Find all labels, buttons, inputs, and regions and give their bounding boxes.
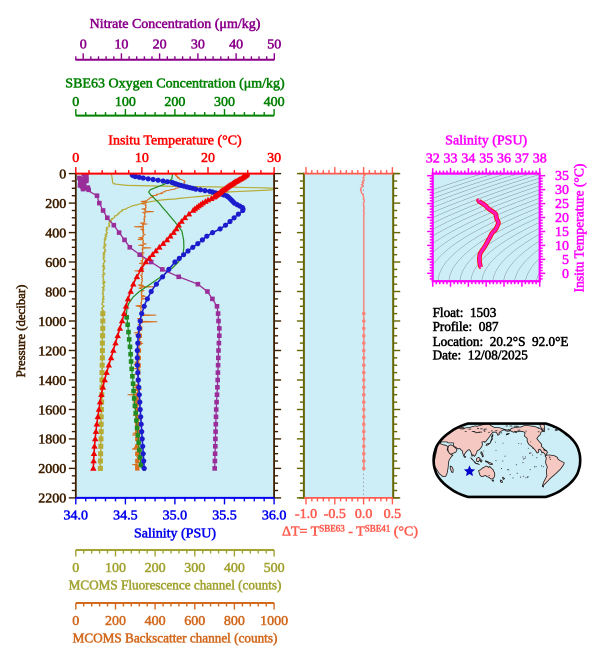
svg-text:0.5: 0.5 [384,507,402,522]
svg-text:MCOMS Fluorescence channel (co: MCOMS Fluorescence channel (counts) [69,578,282,593]
svg-text:1200: 1200 [38,344,66,359]
svg-text:Insitu Temperature (°C): Insitu Temperature (°C) [572,164,587,293]
svg-text:Nitrate Concentration (μm/kg): Nitrate Concentration (μm/kg) [90,17,261,32]
svg-text:37: 37 [515,152,529,167]
svg-text:300: 300 [214,95,235,110]
svg-text:33: 33 [444,152,458,167]
svg-text:400: 400 [145,614,166,629]
svg-text:36: 36 [497,152,511,167]
svg-text:5: 5 [562,253,569,268]
svg-text:100: 100 [115,95,136,110]
svg-text:2000: 2000 [38,462,66,477]
svg-text:1000: 1000 [38,315,66,330]
svg-text:34.0: 34.0 [64,509,89,524]
svg-text:100: 100 [105,561,126,576]
svg-text:-1.0: -1.0 [295,507,317,522]
svg-text:0.0: 0.0 [355,507,373,522]
svg-text:Float: 1503: Float: 1503 [433,305,497,320]
svg-text:Salinity (PSU): Salinity (PSU) [445,134,527,149]
svg-text:-0.5: -0.5 [324,507,346,522]
svg-text:800: 800 [224,614,245,629]
svg-text:34: 34 [461,152,475,167]
svg-text:500: 500 [264,561,285,576]
svg-text:1400: 1400 [38,374,66,389]
svg-text:10: 10 [114,37,128,52]
svg-text:1000: 1000 [260,614,288,629]
svg-text:0: 0 [72,95,79,110]
svg-text:400: 400 [224,561,245,576]
svg-text:0: 0 [72,561,79,576]
svg-text:10: 10 [135,151,149,166]
svg-text:800: 800 [45,285,66,300]
svg-text:Salinity (PSU): Salinity (PSU) [134,527,216,542]
svg-text:200: 200 [105,614,126,629]
svg-text:200: 200 [145,561,166,576]
svg-text:0: 0 [59,167,66,182]
svg-text:Profile: 087: Profile: 087 [433,319,499,334]
svg-text:25: 25 [555,197,569,212]
svg-text:Date: 12/08/2025: Date: 12/08/2025 [433,347,529,362]
svg-text:200: 200 [164,95,185,110]
svg-text:1800: 1800 [38,433,66,448]
svg-text:0: 0 [72,151,79,166]
svg-text:2200: 2200 [38,492,66,507]
svg-text:15: 15 [555,225,569,240]
svg-text:10: 10 [555,239,569,254]
svg-text:36.0: 36.0 [262,509,287,524]
svg-text:32: 32 [426,152,440,167]
svg-text:20: 20 [153,37,167,52]
svg-text:35: 35 [555,169,569,184]
svg-text:35.5: 35.5 [212,509,237,524]
svg-text:30: 30 [267,151,281,166]
svg-text:0: 0 [80,37,87,52]
svg-text:30: 30 [555,183,569,198]
svg-text:SBE63 Oxygen Concentration (μm: SBE63 Oxygen Concentration (μm/kg) [65,77,285,92]
svg-text:300: 300 [184,561,205,576]
svg-text:0: 0 [72,614,79,629]
svg-text:38: 38 [533,152,547,167]
svg-text:40: 40 [229,37,243,52]
svg-text:600: 600 [45,256,66,271]
svg-text:50: 50 [267,37,281,52]
svg-text:400: 400 [45,226,66,241]
svg-text:ΔT= TSBE63 - TSBE41 (°C): ΔT= TSBE63 - TSBE41 (°C) [282,524,418,540]
svg-text:1600: 1600 [38,403,66,418]
svg-text:Pressure (decibar): Pressure (decibar) [14,285,28,378]
svg-text:600: 600 [184,614,205,629]
svg-text:MCOMS Backscatter channel (cou: MCOMS Backscatter channel (counts) [73,631,278,646]
svg-text:30: 30 [191,37,205,52]
svg-text:35.0: 35.0 [163,509,188,524]
svg-text:200: 200 [45,197,66,212]
svg-text:Location: 20.2°S 92.0°E: Location: 20.2°S 92.0°E [433,334,569,349]
svg-text:34.5: 34.5 [113,509,138,524]
svg-text:20: 20 [555,211,569,226]
svg-text:35: 35 [479,152,493,167]
svg-text:20: 20 [201,151,215,166]
svg-text:0: 0 [562,267,569,282]
svg-text:Insitu Temperature (°C): Insitu Temperature (°C) [108,134,242,149]
svg-text:400: 400 [264,95,285,110]
